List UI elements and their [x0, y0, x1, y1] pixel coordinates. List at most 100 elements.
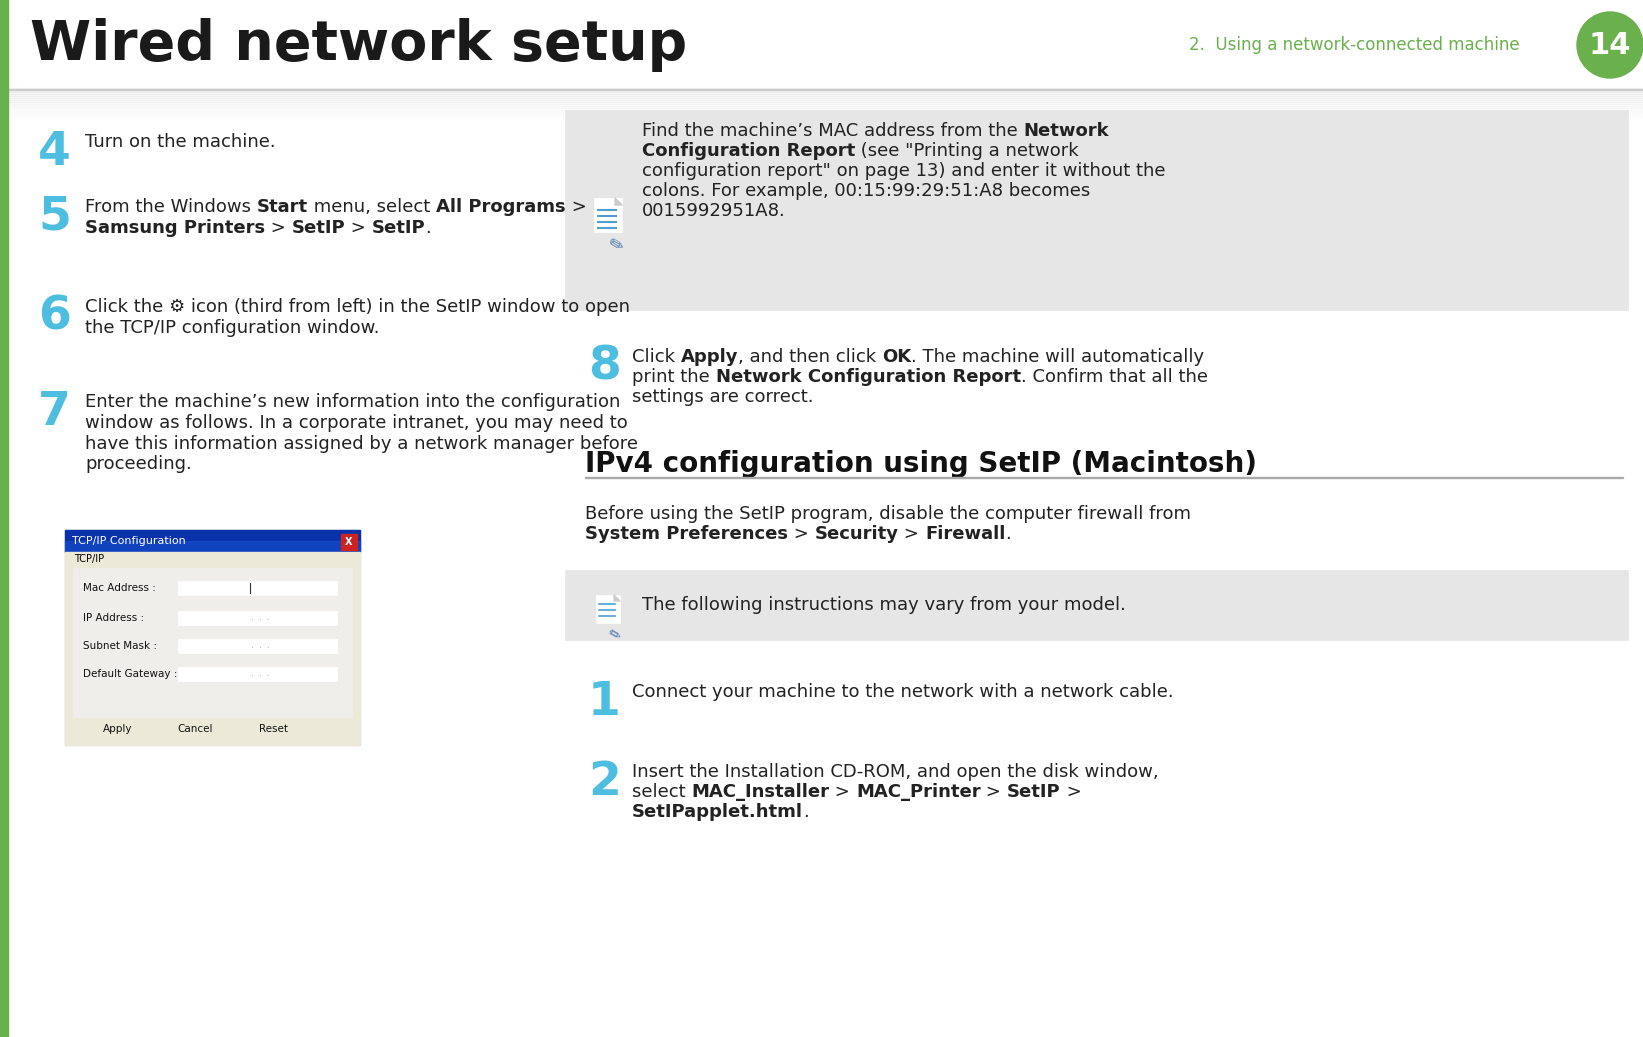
- FancyBboxPatch shape: [94, 719, 141, 739]
- Text: SetIP: SetIP: [291, 219, 345, 237]
- Text: TCP/IP: TCP/IP: [74, 554, 104, 564]
- Text: select: select: [633, 783, 692, 801]
- Text: TCP/IP Configuration: TCP/IP Configuration: [72, 536, 186, 546]
- Text: The following instructions may vary from your model.: The following instructions may vary from…: [642, 596, 1125, 614]
- Bar: [0, 100, 1643, 102]
- Text: Start: Start: [256, 198, 307, 216]
- Text: Subnet Mask :: Subnet Mask :: [84, 641, 158, 651]
- Text: Find the machine’s MAC address from the: Find the machine’s MAC address from the: [642, 122, 1024, 140]
- Text: From the Windows: From the Windows: [85, 198, 256, 216]
- Text: >: >: [899, 525, 925, 543]
- Bar: [0, 104, 1643, 106]
- Text: OK: OK: [882, 348, 912, 366]
- Bar: [0, 102, 1643, 104]
- Text: ✏: ✏: [605, 234, 626, 257]
- Bar: [0, 112, 1643, 114]
- Text: 6: 6: [38, 295, 71, 340]
- Polygon shape: [614, 198, 623, 205]
- Text: SetIP: SetIP: [1007, 783, 1061, 801]
- Bar: [0, 114, 1643, 116]
- Bar: [66, 530, 360, 745]
- Text: Security: Security: [815, 525, 899, 543]
- Text: Click the ⚙ icon (third from left) in the SetIP window to open
the TCP/IP config: Click the ⚙ icon (third from left) in th…: [85, 298, 629, 337]
- Text: System Preferences: System Preferences: [585, 525, 789, 543]
- Text: , and then click: , and then click: [738, 348, 882, 366]
- Text: 1: 1: [588, 680, 621, 725]
- Text: .  .  .: . . .: [246, 642, 269, 650]
- Bar: [69, 552, 108, 566]
- Text: >: >: [565, 198, 587, 216]
- Text: X: X: [345, 537, 353, 546]
- Bar: [0, 106, 1643, 108]
- Text: .: .: [426, 219, 430, 237]
- Bar: [596, 595, 619, 623]
- Bar: [72, 568, 352, 717]
- Polygon shape: [614, 595, 619, 601]
- Bar: [0, 0, 8, 1037]
- Text: 4: 4: [38, 130, 71, 175]
- Text: Insert the Installation CD-ROM, and open the disk window,: Insert the Installation CD-ROM, and open…: [633, 763, 1158, 781]
- Text: Enter the machine’s new information into the configuration
window as follows. In: Enter the machine’s new information into…: [85, 393, 637, 474]
- Text: >: >: [830, 783, 856, 801]
- Text: .: .: [1006, 525, 1010, 543]
- Text: print the: print the: [633, 368, 715, 386]
- Text: IPv4 configuration using SetIP (Macintosh): IPv4 configuration using SetIP (Macintos…: [585, 450, 1257, 478]
- Text: .  .  .: . . .: [246, 614, 269, 622]
- Text: >: >: [345, 219, 371, 237]
- Text: . The machine will automatically: . The machine will automatically: [912, 348, 1204, 366]
- Bar: [585, 476, 1623, 478]
- Text: 2.  Using a network-connected machine: 2. Using a network-connected machine: [1190, 36, 1520, 54]
- Text: SetIPapplet.html: SetIPapplet.html: [633, 803, 803, 821]
- Bar: [177, 581, 337, 595]
- Text: Cancel: Cancel: [177, 724, 214, 734]
- Text: Network: Network: [1024, 122, 1109, 140]
- Bar: [565, 110, 1628, 310]
- Bar: [0, 99, 1643, 100]
- Text: >: >: [981, 783, 1007, 801]
- Bar: [0, 110, 1643, 112]
- Text: settings are correct.: settings are correct.: [633, 388, 813, 407]
- Bar: [0, 92, 1643, 94]
- Bar: [565, 570, 1628, 640]
- Text: .: .: [803, 803, 808, 821]
- Text: Connect your machine to the network with a network cable.: Connect your machine to the network with…: [633, 683, 1173, 701]
- Text: >: >: [1061, 783, 1081, 801]
- Text: 14: 14: [1589, 30, 1631, 59]
- Bar: [0, 116, 1643, 118]
- Text: >: >: [789, 525, 815, 543]
- Bar: [66, 530, 360, 552]
- Bar: [595, 198, 623, 232]
- Text: configuration report" on page 13) and enter it without the: configuration report" on page 13) and en…: [642, 162, 1165, 180]
- Text: ✏: ✏: [605, 625, 623, 644]
- Text: Apply: Apply: [680, 348, 738, 366]
- Text: MAC_Printer: MAC_Printer: [856, 783, 981, 801]
- Text: 5: 5: [38, 195, 71, 240]
- Bar: [177, 611, 337, 625]
- Bar: [342, 534, 357, 550]
- Text: menu, select: menu, select: [307, 198, 435, 216]
- Text: .  .  .: . . .: [246, 670, 269, 678]
- Text: Default Gateway :: Default Gateway :: [84, 669, 177, 679]
- Text: Apply: Apply: [104, 724, 131, 734]
- Text: (see "Printing a network: (see "Printing a network: [856, 142, 1079, 160]
- Text: 2: 2: [588, 760, 621, 805]
- Text: Wired network setup: Wired network setup: [30, 18, 687, 72]
- Bar: [177, 639, 337, 653]
- Text: 7: 7: [38, 390, 71, 435]
- Text: 0015992951A8.: 0015992951A8.: [642, 202, 785, 220]
- Text: Before using the SetIP program, disable the computer firewall from: Before using the SetIP program, disable …: [585, 505, 1191, 523]
- Bar: [0, 94, 1643, 96]
- Bar: [0, 96, 1643, 99]
- Text: . Confirm that all the: . Confirm that all the: [1020, 368, 1208, 386]
- Text: >: >: [265, 219, 291, 237]
- Bar: [0, 90, 1643, 92]
- FancyBboxPatch shape: [250, 719, 297, 739]
- Text: Mac Address :: Mac Address :: [84, 583, 156, 593]
- Text: colons. For example, 00:15:99:29:51:A8 becomes: colons. For example, 00:15:99:29:51:A8 b…: [642, 183, 1091, 200]
- Text: MAC_Installer: MAC_Installer: [692, 783, 830, 801]
- Text: Samsung Printers: Samsung Printers: [85, 219, 265, 237]
- Text: Firewall: Firewall: [925, 525, 1006, 543]
- Text: All Programs: All Programs: [435, 198, 565, 216]
- Bar: [177, 667, 337, 681]
- Circle shape: [1577, 12, 1643, 78]
